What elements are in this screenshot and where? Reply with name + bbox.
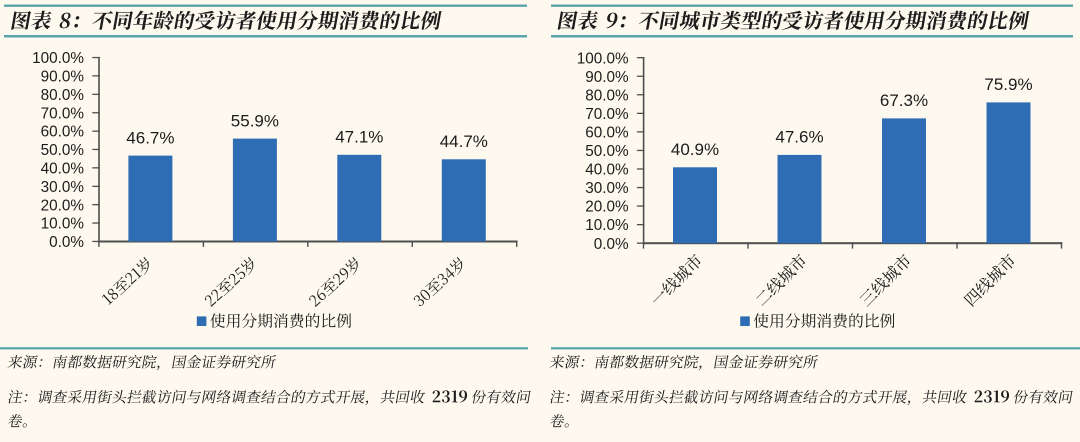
svg-text:20.0%: 20.0% [41, 197, 85, 214]
svg-text:75.9%: 75.9% [984, 75, 1032, 94]
svg-text:40.0%: 40.0% [41, 161, 85, 178]
svg-text:50.0%: 50.0% [585, 143, 629, 160]
svg-text:60.0%: 60.0% [41, 124, 85, 141]
svg-text:47.6%: 47.6% [775, 128, 823, 147]
svg-text:30.0%: 30.0% [585, 180, 629, 197]
svg-text:40.0%: 40.0% [585, 162, 629, 179]
svg-text:90.0%: 90.0% [585, 69, 629, 86]
svg-text:100.0%: 100.0% [577, 50, 629, 67]
svg-text:50.0%: 50.0% [41, 142, 85, 159]
svg-text:47.1%: 47.1% [335, 128, 383, 147]
svg-text:80.0%: 80.0% [585, 87, 629, 104]
svg-text:20.0%: 20.0% [585, 199, 629, 216]
svg-text:10.0%: 10.0% [585, 217, 629, 234]
svg-text:67.3%: 67.3% [880, 91, 928, 110]
svg-text:44.7%: 44.7% [440, 132, 488, 151]
svg-text:46.7%: 46.7% [126, 128, 174, 147]
svg-text:80.0%: 80.0% [41, 87, 85, 104]
svg-text:40.9%: 40.9% [671, 140, 719, 159]
svg-text:70.0%: 70.0% [41, 105, 85, 122]
svg-text:10.0%: 10.0% [41, 216, 85, 233]
svg-text:70.0%: 70.0% [585, 106, 629, 123]
svg-text:30.0%: 30.0% [41, 179, 85, 196]
svg-text:60.0%: 60.0% [585, 125, 629, 142]
svg-text:55.9%: 55.9% [231, 111, 279, 130]
svg-text:0.0%: 0.0% [594, 236, 629, 253]
svg-text:100.0%: 100.0% [32, 50, 84, 67]
svg-text:90.0%: 90.0% [41, 69, 85, 86]
svg-text:0.0%: 0.0% [49, 234, 84, 251]
